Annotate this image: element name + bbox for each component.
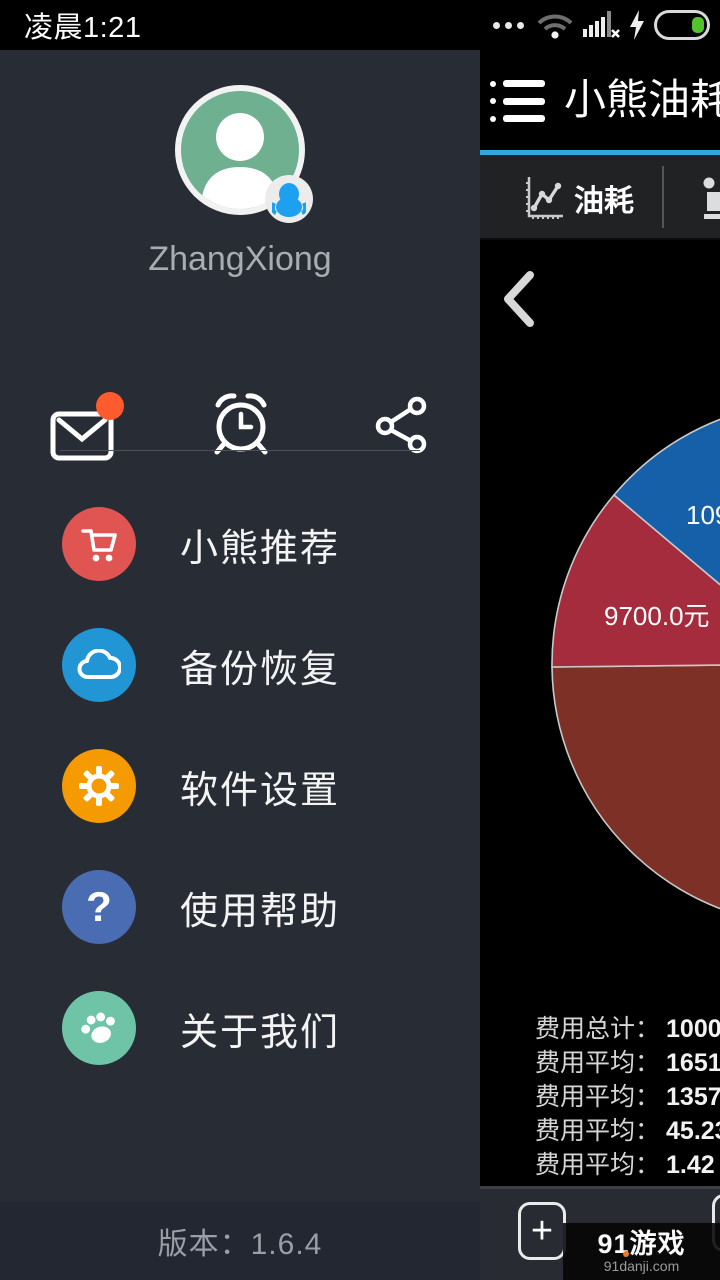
stat-total: 费用总计：100000 [535, 1015, 720, 1043]
bottom-toolbar: + 91游戏 91danji.com [480, 1189, 720, 1280]
stat-avg-2: 费用平均：1357. [535, 1083, 720, 1111]
mail-button[interactable] [48, 392, 126, 469]
tab-fuel-consumption[interactable]: 油耗 [522, 155, 634, 240]
notification-dot [96, 392, 124, 420]
navigation-drawer: ZhangXiong [0, 50, 480, 1280]
person-silhouette-icon [201, 113, 279, 209]
tab-bar: 油耗 [480, 155, 720, 240]
tab-label: 油耗 [574, 184, 634, 218]
gear-icon [62, 749, 136, 823]
partial-tab-icon[interactable] [700, 175, 720, 226]
watermark-domain: 91danji.com [603, 1257, 680, 1274]
stats-block: 费用总计：100000 费用平均：165100 费用平均：1357. 费用平均：… [535, 1012, 720, 1182]
signal-icon [583, 11, 620, 38]
divider [480, 1186, 720, 1189]
clock-label: 凌晨1:21 [24, 12, 142, 44]
stat-avg-3: 费用平均：45.23 [535, 1117, 720, 1145]
menu-label: 软件设置 [180, 769, 341, 812]
pie-segment-crimson[interactable] [551, 493, 720, 668]
stat-avg-1: 费用平均：165100 [535, 1049, 720, 1077]
share-button[interactable] [374, 396, 428, 459]
menu-label: 关于我们 [180, 1011, 341, 1054]
pie-segment-brown[interactable] [551, 664, 720, 926]
stat-avg-4: 费用平均： 1.42 [535, 1151, 715, 1179]
overflow-dots-icon [493, 21, 524, 29]
pie-segment-blue[interactable] [612, 402, 720, 664]
divider [662, 166, 664, 228]
pie-label-crimson: 9700.0元 [604, 601, 710, 631]
menu-item-help[interactable]: ? 使用帮助 [0, 857, 480, 957]
divider [60, 450, 420, 451]
drawer-toggle-icon[interactable] [490, 80, 548, 122]
pie-label-blue: 109 [686, 500, 720, 530]
watermark-brand: 91游戏 [597, 1228, 686, 1259]
charging-bolt-icon [630, 10, 644, 40]
menu-item-settings[interactable]: 软件设置 [0, 736, 480, 836]
menu-item-recommend[interactable]: 小熊推荐 [0, 494, 480, 594]
battery-icon [654, 10, 710, 40]
menu-label: 备份恢复 [180, 648, 341, 691]
back-button[interactable] [500, 270, 540, 330]
question-icon: ? [62, 870, 136, 944]
add-record-button[interactable]: + [518, 1202, 566, 1260]
status-bar: 凌晨1:21 [0, 0, 720, 50]
qq-badge-icon [265, 175, 313, 223]
main-panel: 小熊油耗 油耗 [480, 50, 720, 1280]
username-label: ZhangXiong [148, 240, 332, 278]
paw-icon [62, 991, 136, 1065]
wifi-icon [537, 14, 573, 39]
menu-item-backup[interactable]: 备份恢复 [0, 615, 480, 715]
pie-chart[interactable] [480, 240, 720, 1186]
avatar[interactable] [175, 85, 313, 223]
chart-content: 109 9700.0元 费用总计：100000 费用平均：165100 费用平均… [480, 240, 720, 1186]
cloud-icon [62, 628, 136, 702]
brand-dot [623, 1250, 630, 1257]
menu-item-about[interactable]: 关于我们 [0, 978, 480, 1078]
accent-underline [480, 150, 720, 155]
app-title: 小熊油耗 [564, 76, 720, 123]
cart-icon [62, 507, 136, 581]
line-chart-icon [526, 176, 563, 219]
app-bar: 小熊油耗 [480, 50, 720, 150]
quick-actions-row [0, 380, 480, 480]
version-label: 版本：1.6.4 [0, 1202, 480, 1280]
menu-label: 小熊推荐 [180, 527, 341, 570]
menu-label: 使用帮助 [180, 890, 341, 933]
watermark: 91游戏 91danji.com [563, 1223, 720, 1280]
